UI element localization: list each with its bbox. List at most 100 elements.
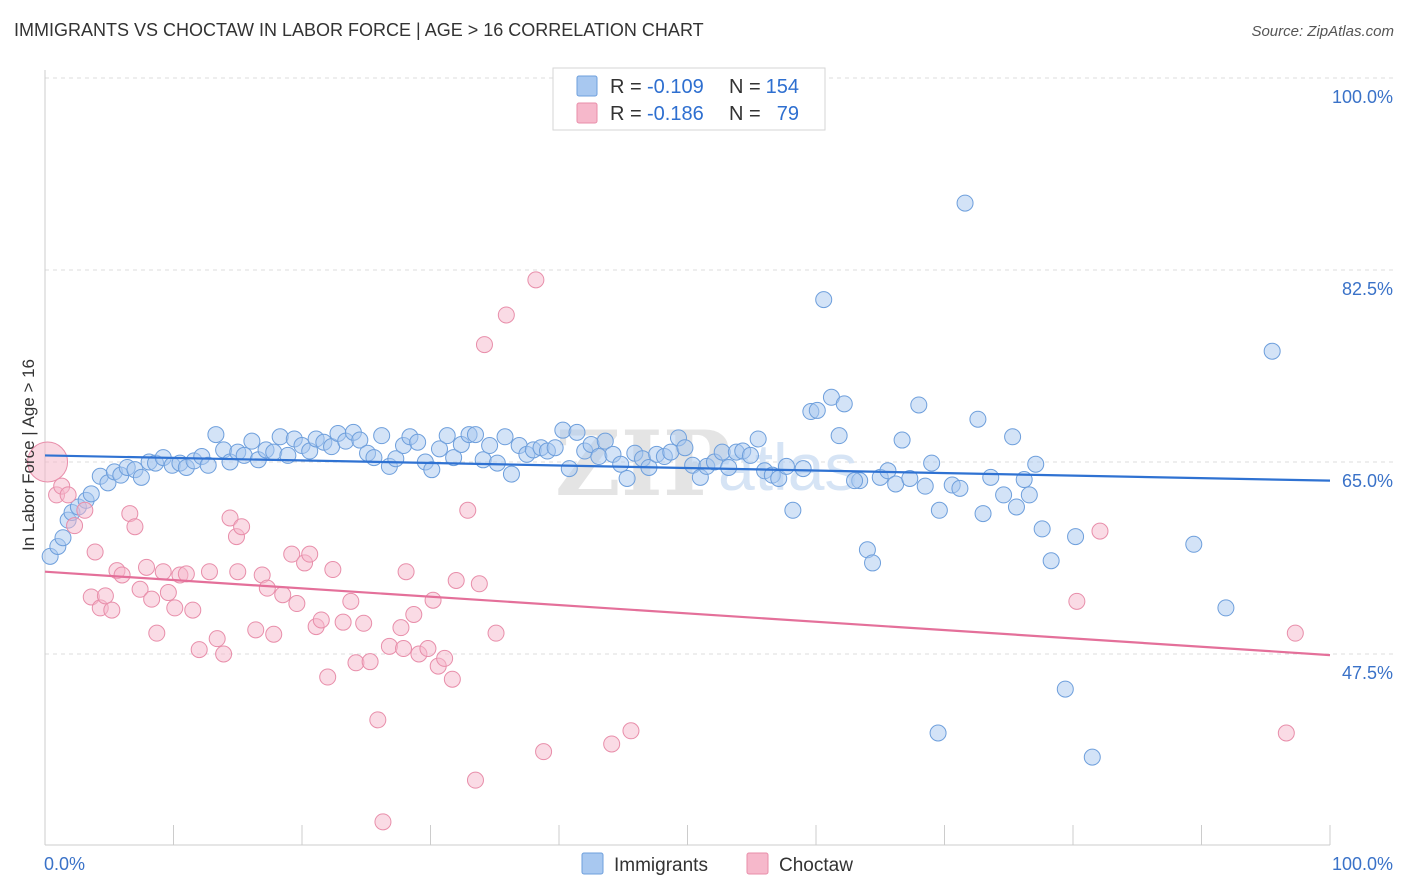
immigrants-point-144 bbox=[929, 724, 947, 742]
choctaw-point-29 bbox=[221, 509, 239, 527]
choctaw-point-24 bbox=[184, 601, 202, 619]
choctaw-point-66 bbox=[487, 624, 505, 642]
choctaw-point-57 bbox=[419, 640, 437, 658]
choctaw-point-14 bbox=[126, 518, 144, 536]
immigrants-point-81 bbox=[618, 469, 636, 487]
choctaw-point-60 bbox=[436, 649, 454, 667]
choctaw-point-16 bbox=[138, 558, 156, 576]
bottom-legend-swatch-choctaw bbox=[746, 852, 769, 875]
choctaw-point-45 bbox=[334, 613, 352, 631]
grid-lines bbox=[45, 77, 1394, 655]
choctaw-point-5 bbox=[76, 501, 94, 519]
immigrants-point-2 bbox=[54, 529, 72, 547]
legend-n-label-choctaw: N = bbox=[729, 103, 761, 125]
immigrants-point-89 bbox=[676, 439, 694, 457]
legend-n-label-immigrants: N = bbox=[729, 76, 761, 98]
immigrants-point-118 bbox=[893, 431, 911, 449]
immigrants-point-52 bbox=[409, 433, 427, 451]
choctaw-point-35 bbox=[265, 625, 283, 643]
immigrants-point-143 bbox=[1263, 342, 1281, 360]
immigrants-point-126 bbox=[956, 194, 974, 212]
immigrants-point-23 bbox=[199, 456, 217, 474]
choctaw-point-3 bbox=[59, 486, 77, 504]
immigrants-point-137 bbox=[1042, 552, 1060, 570]
choctaw-point-0 bbox=[27, 441, 69, 483]
bottom-legend-choctaw: Choctaw bbox=[779, 855, 853, 876]
immigrants-point-99 bbox=[749, 430, 767, 448]
immigrants-point-121 bbox=[916, 477, 934, 495]
immigrants-point-127 bbox=[969, 410, 987, 428]
immigrants-point-94 bbox=[713, 443, 731, 461]
legend-n-value-immigrants: 154 bbox=[766, 76, 799, 98]
choctaw-point-42 bbox=[312, 611, 330, 629]
choctaw-point-61 bbox=[443, 670, 461, 688]
immigrants-point-80 bbox=[612, 455, 630, 473]
immigrants-point-128 bbox=[974, 505, 992, 523]
choctaw-point-9 bbox=[96, 587, 114, 605]
legend-r-label-choctaw: R = bbox=[610, 103, 642, 125]
immigrants-point-73 bbox=[560, 460, 578, 478]
choctaw-point-64 bbox=[466, 771, 484, 789]
choctaw-point-17 bbox=[143, 590, 161, 608]
chart-source: Source: ZipAtlas.com bbox=[1251, 23, 1394, 40]
immigrants-point-7 bbox=[82, 485, 100, 503]
immigrants-trend-line bbox=[44, 454, 1331, 482]
choctaw-point-67 bbox=[497, 306, 515, 324]
immigrants-point-141 bbox=[1185, 535, 1203, 553]
y-axis-label: In Labor Force | Age > 16 bbox=[19, 359, 38, 551]
choctaw-point-7 bbox=[86, 543, 104, 561]
immigrants-point-145 bbox=[846, 472, 864, 490]
choctaw-point-43 bbox=[319, 668, 337, 686]
immigrants-point-98 bbox=[741, 446, 759, 464]
choctaw-point-58 bbox=[424, 591, 442, 609]
immigrants-point-104 bbox=[784, 501, 802, 519]
choctaw-point-44 bbox=[324, 561, 342, 579]
choctaw-point-46 bbox=[342, 592, 360, 610]
legend-n-value-choctaw: 79 bbox=[777, 103, 799, 125]
choctaw-point-51 bbox=[374, 813, 392, 831]
immigrants-point-32 bbox=[265, 443, 283, 461]
immigrants-point-107 bbox=[808, 401, 826, 419]
choctaw-point-71 bbox=[622, 722, 640, 740]
immigrants-point-72 bbox=[554, 421, 572, 439]
data-points bbox=[27, 194, 1304, 831]
choctaw-point-48 bbox=[355, 614, 373, 632]
immigrants-point-117 bbox=[887, 475, 905, 493]
immigrants-point-129 bbox=[982, 468, 1000, 486]
y-tick-label-1: 65.0% bbox=[1342, 471, 1393, 491]
immigrants-point-103 bbox=[777, 457, 795, 475]
immigrants-point-131 bbox=[1004, 428, 1022, 446]
choctaw-point-19 bbox=[154, 563, 172, 581]
choctaw-point-4 bbox=[66, 517, 84, 535]
choctaw-point-69 bbox=[535, 743, 553, 761]
immigrants-point-125 bbox=[951, 479, 969, 497]
choctaw-point-18 bbox=[148, 624, 166, 642]
immigrants-point-119 bbox=[901, 469, 919, 487]
legend-r-value-choctaw: -0.186 bbox=[647, 103, 704, 125]
choctaw-point-75 bbox=[1277, 724, 1295, 742]
immigrants-point-114 bbox=[864, 554, 882, 572]
trend-lines bbox=[44, 454, 1331, 657]
choctaw-point-27 bbox=[208, 630, 226, 648]
y-tick-labels: 47.5% 65.0% 82.5% 100.0% bbox=[1332, 87, 1393, 683]
x-tick-label-0: 0.0% bbox=[44, 854, 85, 874]
immigrants-point-57 bbox=[445, 449, 463, 467]
choctaw-point-10 bbox=[103, 601, 121, 619]
choctaw-trend-line bbox=[44, 570, 1331, 657]
immigrants-point-60 bbox=[466, 426, 484, 444]
choctaw-point-63 bbox=[459, 501, 477, 519]
immigrants-point-77 bbox=[590, 448, 608, 466]
choctaw-point-31 bbox=[233, 518, 251, 536]
immigrants-point-110 bbox=[830, 427, 848, 445]
choctaw-point-47 bbox=[347, 654, 365, 672]
legend-swatch-choctaw bbox=[576, 102, 598, 124]
immigrants-point-132 bbox=[1007, 498, 1025, 516]
immigrants-point-28 bbox=[235, 446, 253, 464]
choctaw-point-55 bbox=[405, 606, 423, 624]
bottom-legend-swatch-immigrants bbox=[581, 852, 604, 875]
immigrants-point-135 bbox=[1027, 455, 1045, 473]
x-tick-label-1: 100.0% bbox=[1332, 854, 1393, 874]
choctaw-point-36 bbox=[274, 586, 292, 604]
immigrants-point-61 bbox=[474, 451, 492, 469]
